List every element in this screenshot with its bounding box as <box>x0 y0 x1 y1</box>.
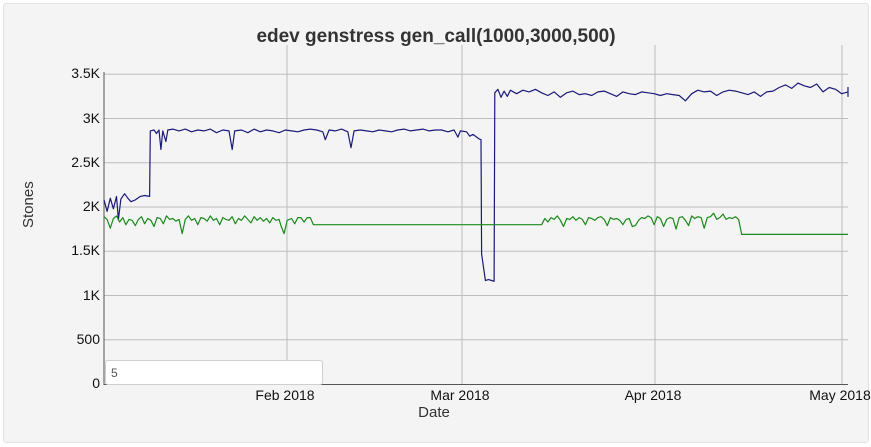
series-lines <box>103 82 849 282</box>
y-axis-label: Stones <box>20 181 37 228</box>
y-tick-label: 3.5K <box>71 65 100 82</box>
y-tick-label: 2K <box>82 198 100 214</box>
gridlines <box>104 45 848 384</box>
rolling-period-input[interactable] <box>105 360 323 385</box>
y-tick-label: 500 <box>76 330 100 347</box>
x-tick-label: Feb 2018 <box>255 387 315 403</box>
series-1-line <box>103 82 849 282</box>
x-tick-label: Mar 2018 <box>430 387 490 403</box>
y-tick-label: 3K <box>82 109 100 126</box>
chart-title: edev genstress gen_call(1000,3000,500) <box>256 26 616 47</box>
y-tick-label: 2.5K <box>71 153 100 170</box>
x-axis-label: Date <box>418 404 450 421</box>
y-tick-label: 1K <box>82 286 100 303</box>
y-tick-label: 1.5K <box>71 242 100 259</box>
series-2-line <box>103 212 848 235</box>
y-tick-label: 0 <box>92 375 100 391</box>
x-tick-label: May 2018 <box>809 387 871 403</box>
x-tick-label: Apr 2018 <box>624 387 682 403</box>
